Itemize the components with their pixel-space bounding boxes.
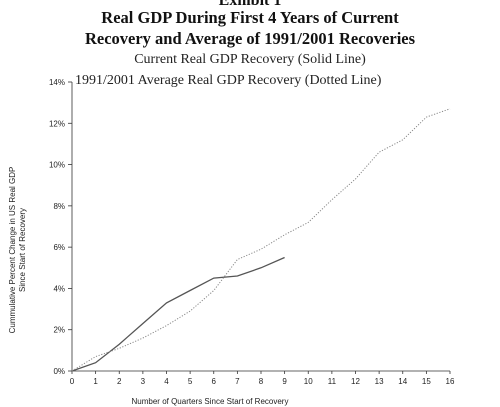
x-tick-label: 13 [375,377,384,386]
x-tick-label: 16 [446,377,455,386]
x-tick-label: 1 [93,377,98,386]
x-tick-label: 14 [398,377,407,386]
y-axis-label-line-1: Cummulative Percent Change in US Real GD… [8,167,17,334]
chart-subtitle-line-1: Current Real GDP Recovery (Solid Line) [134,52,366,67]
y-tick-label: 2% [53,326,65,335]
y-tick-label: 6% [53,243,65,252]
chart-title-line-2: Recovery and Average of 1991/2001 Recove… [84,29,416,48]
exhibit-header-partial: Exhibit 1 [218,0,282,9]
y-tick-label: 4% [53,284,65,293]
x-tick-label: 11 [328,377,337,386]
x-tick-label: 3 [141,377,146,386]
chart-subtitle-line-2: 1991/2001 Average Real GDP Recovery (Dot… [75,73,382,88]
x-tick-label: 10 [304,377,313,386]
x-tick-label: 9 [282,377,287,386]
x-axis-ticks: 0 1 2 3 4 5 6 7 8 9 10 11 12 13 14 15 16 [70,371,455,386]
chart-series [71,108,451,372]
average-1991-2001-recovery-line [71,108,451,372]
chart-title-line-1: Real GDP During First 4 Years of Current [101,8,399,27]
x-tick-label: 8 [259,377,264,386]
x-axis-label: Number of Quarters Since Start of Recove… [132,397,289,406]
y-axis-ticks: 0% 2% 4% 6% 8% 10% 12% 14% [49,78,72,376]
x-tick-label: 12 [351,377,360,386]
x-tick-label: 2 [117,377,122,386]
x-tick-label: 5 [188,377,193,386]
y-tick-label: 10% [49,161,65,170]
current-recovery-line [71,256,285,372]
y-tick-label: 0% [53,367,65,376]
x-tick-label: 0 [70,377,75,386]
y-tick-label: 12% [49,119,65,128]
y-axis-label-line-2: Since Start of Recovery [18,208,27,292]
x-tick-label: 7 [235,377,240,386]
y-tick-label: 14% [49,78,65,87]
x-tick-label: 6 [212,377,217,386]
x-tick-label: 15 [422,377,431,386]
x-tick-label: 4 [164,377,169,386]
y-tick-label: 8% [53,202,65,211]
chart-axes [71,82,450,372]
